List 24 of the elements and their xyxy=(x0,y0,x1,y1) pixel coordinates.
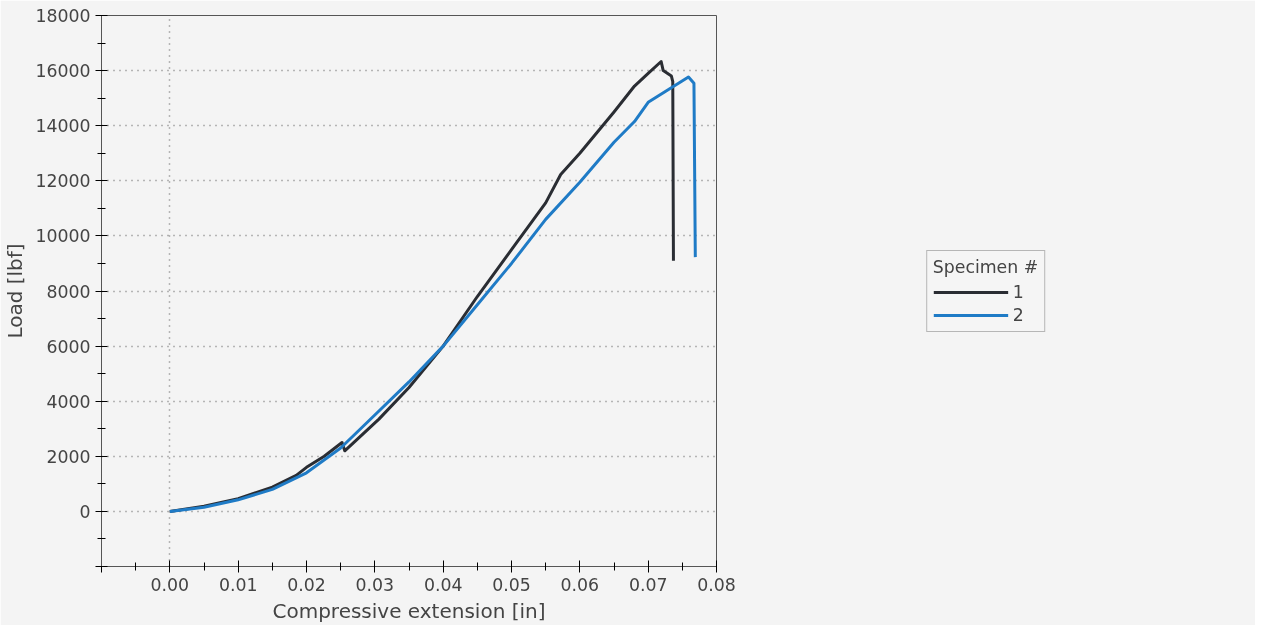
y-tick-label: 16000 xyxy=(35,61,91,82)
x-tick-label: 0.06 xyxy=(560,574,600,595)
x-tick-label: 0.00 xyxy=(150,574,190,595)
x-tick-label: 0.01 xyxy=(218,574,258,595)
x-tick-label: 0.05 xyxy=(492,574,531,595)
y-tick-label: 8000 xyxy=(46,281,91,302)
legend-label: 2 xyxy=(1012,304,1025,325)
legend-title: Specimen # xyxy=(932,256,1039,277)
y-tick-label: 4000 xyxy=(46,391,91,412)
x-tick-label: 0.02 xyxy=(287,574,326,595)
x-tick-label: 0.03 xyxy=(355,574,395,595)
y-tick-label: 18000 xyxy=(35,6,91,26)
y-tick-label: 2000 xyxy=(46,446,91,467)
y-tick-label: 10000 xyxy=(35,226,91,247)
y-tick-label: 14000 xyxy=(35,116,91,137)
y-tick-label: 6000 xyxy=(46,336,91,357)
legend-label: 1 xyxy=(1012,281,1025,302)
x-tick-label: 0.04 xyxy=(423,574,463,595)
x-tick-label: 0.08 xyxy=(697,574,736,595)
x-axis-title: Compressive extension [in] xyxy=(272,598,546,623)
y-tick-label: 0 xyxy=(79,501,91,522)
y-axis-title: Load [lbf] xyxy=(3,243,28,339)
y-tick-label: 12000 xyxy=(35,171,91,192)
x-tick-label: 0.07 xyxy=(628,574,668,595)
